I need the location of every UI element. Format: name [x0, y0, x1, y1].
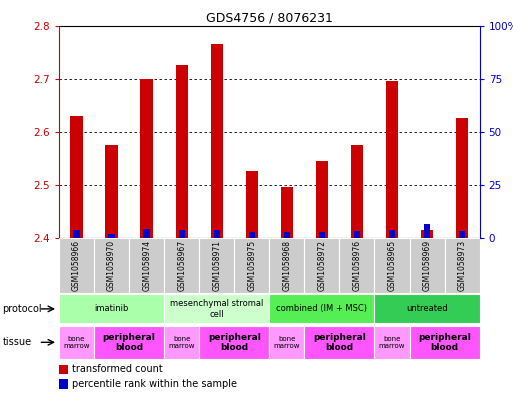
Text: GSM1058971: GSM1058971 [212, 240, 221, 291]
Bar [211, 44, 223, 238]
Bar [284, 233, 290, 238]
Bar [351, 145, 363, 238]
Bar [213, 230, 220, 238]
Bar [175, 65, 188, 238]
Bar [269, 326, 304, 358]
Bar [179, 230, 185, 238]
Text: imatinib: imatinib [94, 305, 129, 313]
Text: transformed count: transformed count [72, 364, 163, 374]
Bar [141, 79, 153, 238]
Bar [304, 326, 374, 358]
Text: GSM1058967: GSM1058967 [177, 240, 186, 291]
Bar [409, 326, 480, 358]
Bar [340, 238, 374, 293]
Text: peripheral
blood: peripheral blood [418, 332, 471, 352]
Bar [409, 238, 445, 293]
Text: GSM1058969: GSM1058969 [423, 240, 431, 291]
Bar [386, 81, 398, 238]
Bar [319, 233, 325, 238]
Text: peripheral
blood: peripheral blood [313, 332, 366, 352]
Bar [144, 229, 150, 238]
Bar [421, 230, 433, 238]
Text: GSM1058972: GSM1058972 [318, 240, 326, 291]
Text: bone
marrow: bone marrow [273, 336, 300, 349]
Bar [94, 238, 129, 293]
Text: bone
marrow: bone marrow [63, 336, 90, 349]
Bar [374, 326, 409, 358]
Bar [59, 294, 164, 323]
Bar [129, 238, 164, 293]
Bar [424, 224, 430, 238]
Bar [389, 230, 395, 238]
Text: percentile rank within the sample: percentile rank within the sample [72, 379, 236, 389]
Bar [234, 238, 269, 293]
Bar [304, 238, 340, 293]
Text: GSM1058973: GSM1058973 [458, 240, 467, 291]
Text: peripheral
blood: peripheral blood [208, 332, 261, 352]
Text: GSM1058974: GSM1058974 [142, 240, 151, 291]
Text: GSM1058968: GSM1058968 [282, 240, 291, 291]
Bar [374, 294, 480, 323]
Text: combined (IM + MSC): combined (IM + MSC) [277, 305, 367, 313]
Text: mesenchymal stromal
cell: mesenchymal stromal cell [170, 299, 264, 319]
Bar [199, 326, 269, 358]
Bar [70, 116, 83, 238]
Bar [269, 238, 304, 293]
Bar [354, 231, 360, 238]
Bar [316, 161, 328, 238]
Text: tissue: tissue [3, 337, 32, 347]
Text: protocol: protocol [3, 304, 42, 314]
Bar [246, 171, 258, 238]
Text: GSM1058970: GSM1058970 [107, 240, 116, 291]
Bar [59, 379, 68, 389]
Text: GSM1058965: GSM1058965 [387, 240, 397, 291]
Text: GSM1058976: GSM1058976 [352, 240, 362, 291]
Text: GDS4756 / 8076231: GDS4756 / 8076231 [206, 12, 333, 25]
Text: untreated: untreated [406, 305, 448, 313]
Bar [106, 145, 117, 238]
Bar [59, 365, 68, 374]
Bar [459, 231, 465, 238]
Text: GSM1058975: GSM1058975 [247, 240, 256, 291]
Bar [164, 326, 199, 358]
Bar [108, 233, 115, 238]
Bar [269, 294, 374, 323]
Bar [456, 118, 468, 238]
Bar [445, 238, 480, 293]
Bar [94, 326, 164, 358]
Text: peripheral
blood: peripheral blood [103, 332, 155, 352]
Bar [59, 326, 94, 358]
Bar [249, 233, 255, 238]
Bar [164, 238, 199, 293]
Bar [73, 230, 80, 238]
Text: GSM1058966: GSM1058966 [72, 240, 81, 291]
Bar [59, 238, 94, 293]
Bar [281, 187, 293, 238]
Bar [374, 238, 409, 293]
Bar [164, 294, 269, 323]
Bar [199, 238, 234, 293]
Text: bone
marrow: bone marrow [168, 336, 195, 349]
Text: bone
marrow: bone marrow [379, 336, 405, 349]
